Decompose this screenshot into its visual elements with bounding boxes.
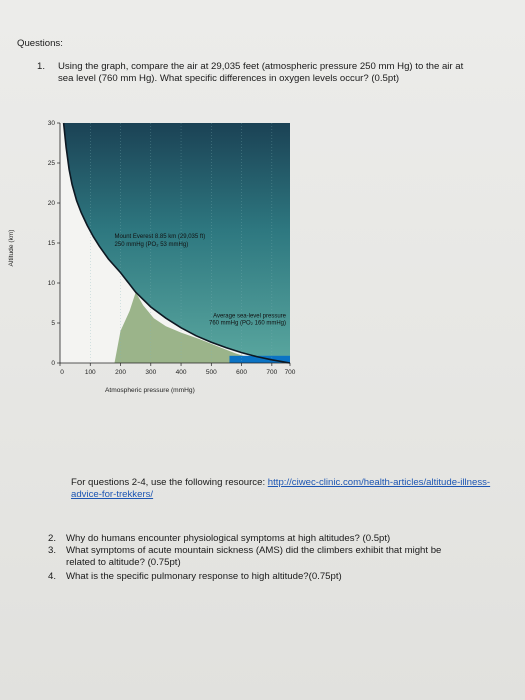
- question-2-number: 2.: [48, 533, 57, 544]
- x-tick-label: 100: [85, 369, 96, 376]
- question-1-line-2: sea level (760 mm Hg). What specific dif…: [58, 73, 400, 84]
- y-axis-title: Altitude (km): [8, 229, 15, 266]
- x-tick-label: 0: [60, 369, 64, 376]
- question-4-line-1: What is the specific pulmonary response …: [66, 571, 342, 582]
- y-tick-label: 10: [48, 280, 56, 287]
- resource-line-1: For questions 2-4, use the following res…: [71, 477, 490, 489]
- y-tick-label: 30: [48, 120, 56, 127]
- x-tick-label: 700: [266, 369, 277, 376]
- resource-line-2: advice-for-trekkers/: [71, 489, 153, 501]
- annotation-everest-line: Mount Everest 8.85 km (29,035 ft): [115, 234, 206, 240]
- series-line: [62, 122, 291, 364]
- y-tick-label: 20: [48, 200, 56, 207]
- annotation-sea-level-line: 760 mmHg (PO₂ 160 mmHg): [209, 320, 286, 326]
- mountain-illustration: [114, 292, 266, 363]
- question-3-line-2: related to altitude? (0.75pt): [66, 557, 181, 568]
- resource-link-part-2[interactable]: advice-for-trekkers/: [71, 489, 154, 500]
- x-tick-label: 200: [115, 369, 126, 376]
- question-3-line-1: What symptoms of acute mountain sickness…: [66, 545, 442, 556]
- questions-heading: Questions:: [17, 38, 63, 49]
- x-tick-label: 400: [176, 369, 187, 376]
- y-tick-label: 0: [51, 360, 55, 367]
- resource-link-part-1[interactable]: http://ciwec-clinic.com/health-articles/…: [267, 477, 491, 488]
- question-3-number: 3.: [48, 545, 57, 556]
- question-2-line-1: Why do humans encounter physiological sy…: [66, 533, 391, 544]
- x-tick-label: 600: [236, 369, 247, 376]
- annotation-everest-line: 250 mmHg (PO₂ 53 mmHg): [115, 242, 189, 248]
- y-tick-label: 15: [48, 240, 56, 247]
- resource-prefix: For questions 2-4, use the following res…: [71, 477, 268, 488]
- y-tick-label: 25: [48, 160, 56, 167]
- question-1-number: 1.: [37, 61, 46, 72]
- question-4-number: 4.: [48, 571, 57, 582]
- sea-illustration: [229, 355, 290, 363]
- x-tick-label: 700: [285, 369, 296, 376]
- x-tick-label: 300: [145, 369, 156, 376]
- x-axis-title: Atmospheric pressure (mmHg): [105, 387, 195, 394]
- x-tick-label: 500: [206, 369, 217, 376]
- annotation-sea-level-line: Average sea-level pressure: [213, 313, 287, 319]
- question-1-line-1: Using the graph, compare the air at 29,0…: [58, 61, 464, 72]
- y-tick-label: 5: [51, 320, 55, 327]
- area-left-of-curve: [60, 123, 290, 363]
